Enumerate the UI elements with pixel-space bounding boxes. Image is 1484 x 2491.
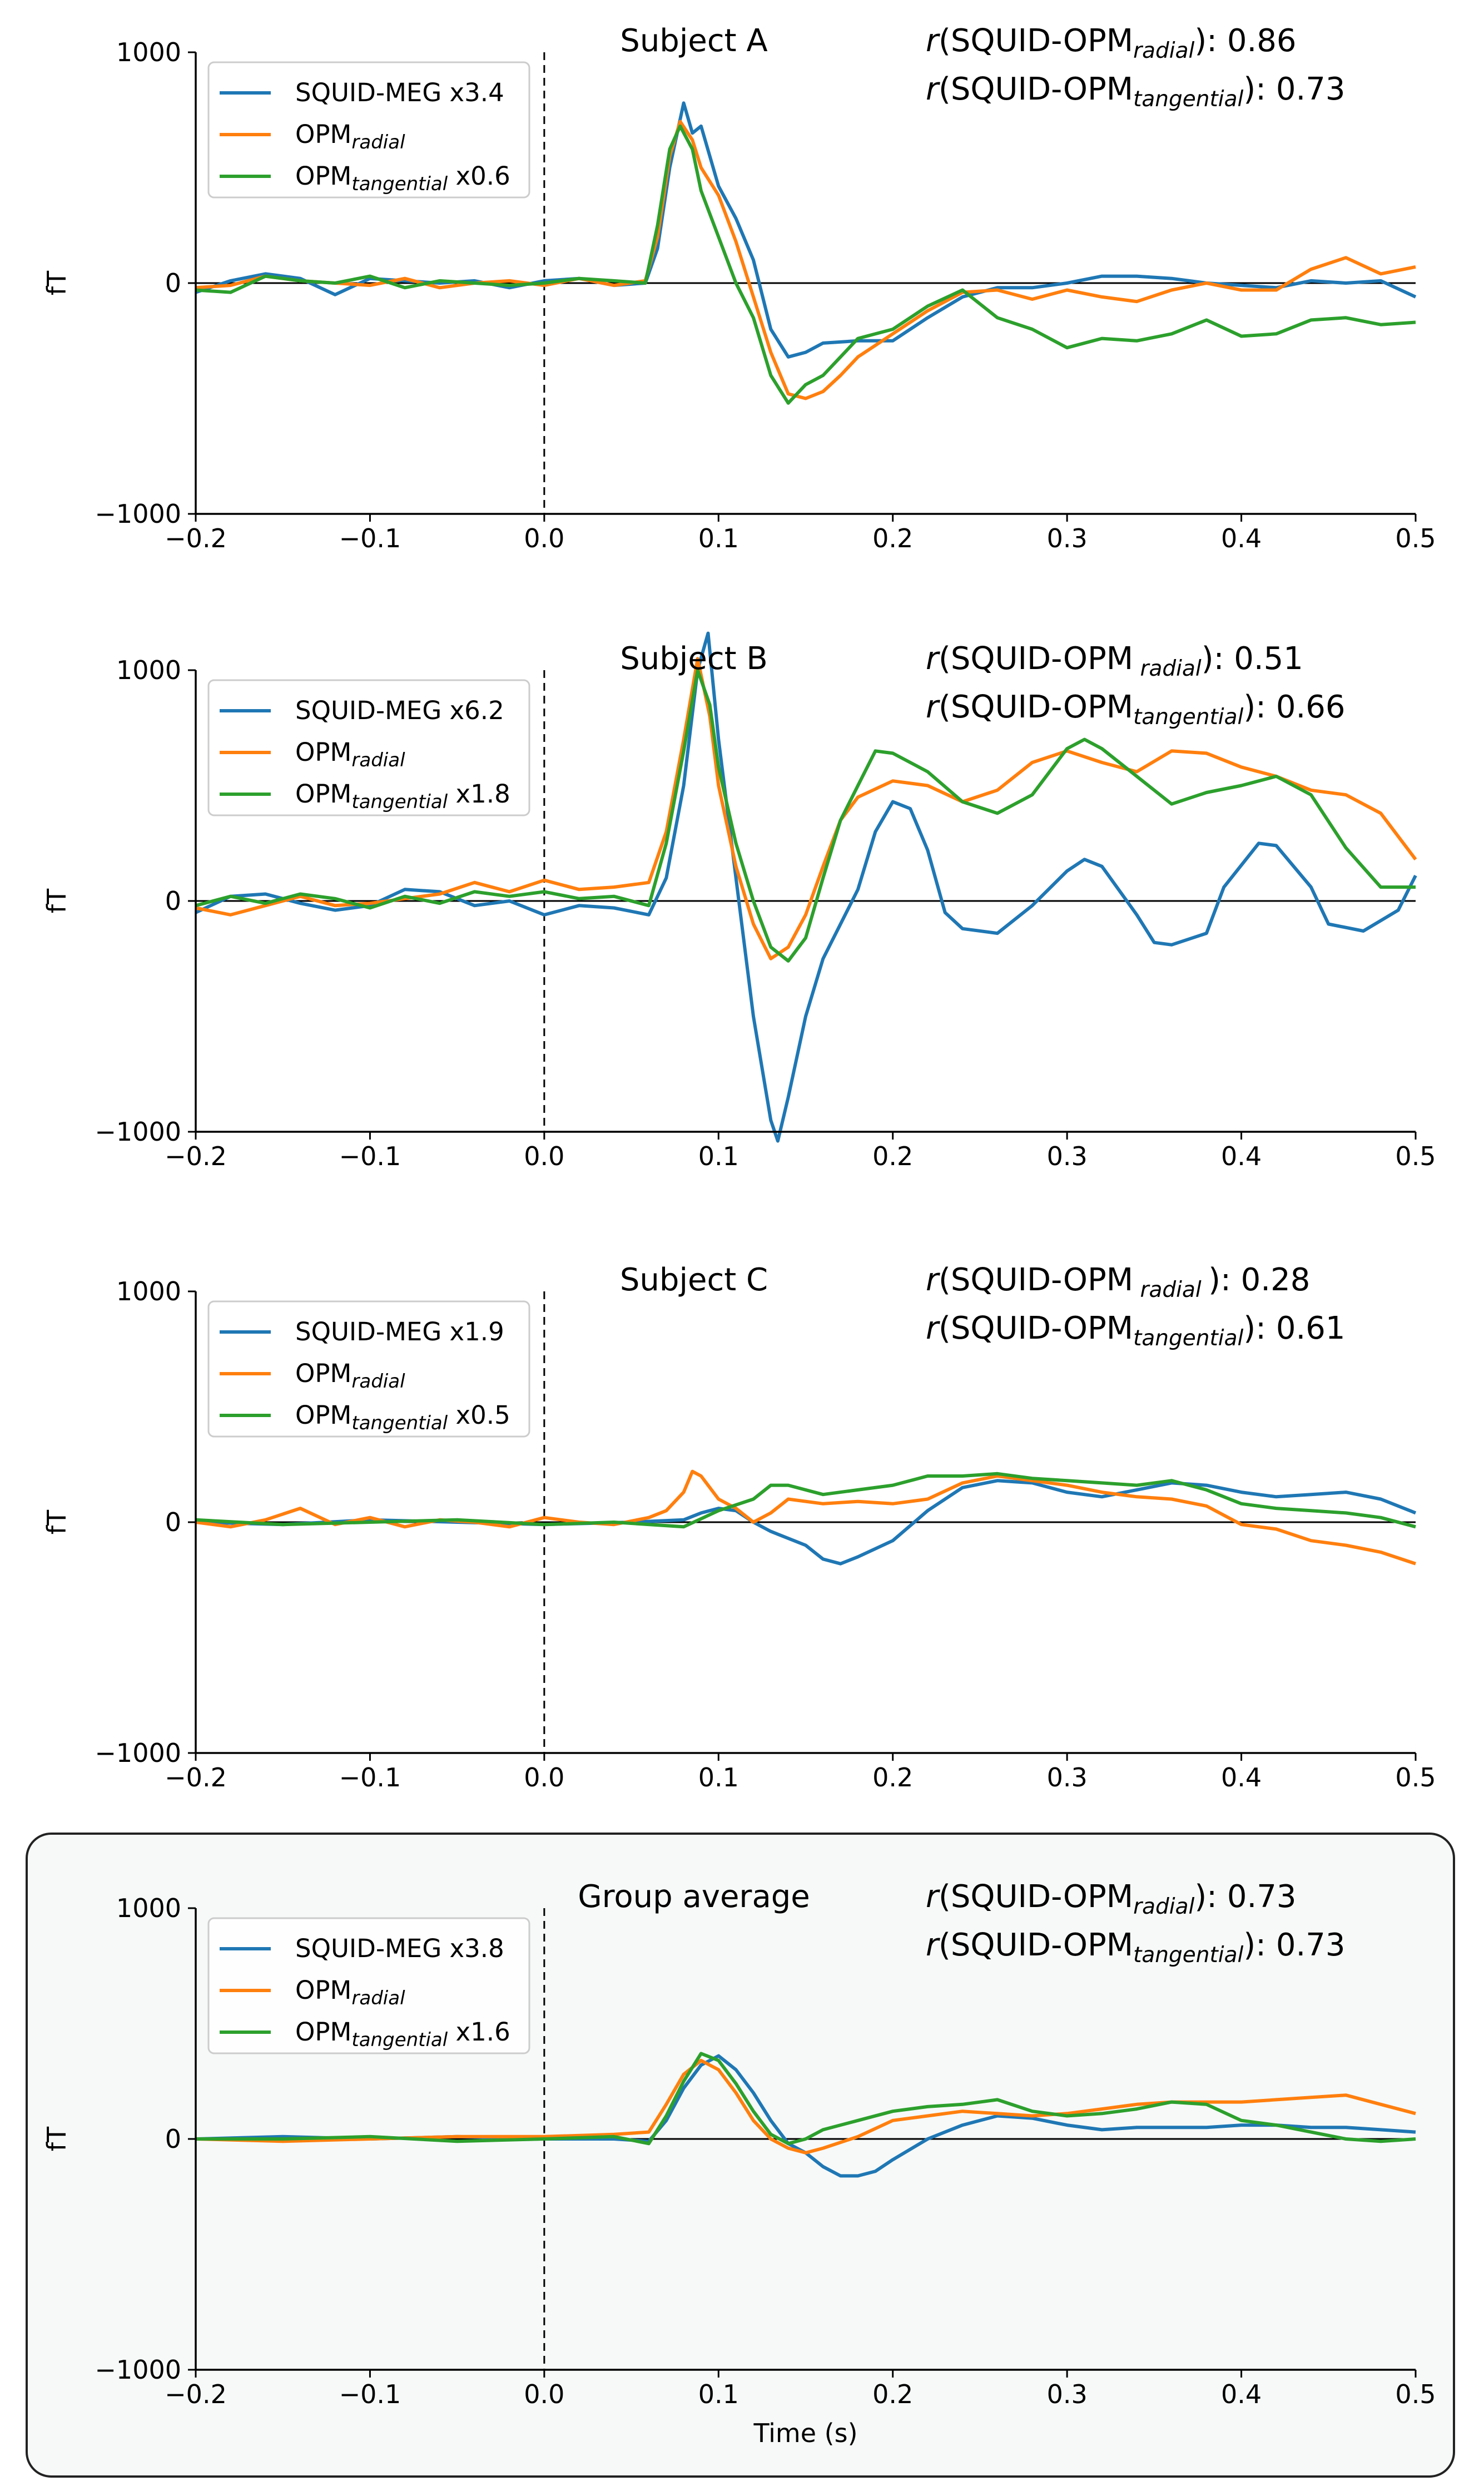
y-tick-label: −1000 [95, 2355, 181, 2385]
legend: SQUID-MEG x1.9 OPMradial OPMtangential x0.… [207, 1300, 530, 1438]
x-tick-label: 0.5 [1395, 2379, 1436, 2409]
x-tick-label: 0.5 [1395, 523, 1436, 553]
series-line-opm-radial [195, 1469, 1416, 1566]
y-axis-label: fT [42, 270, 72, 295]
series-line-opm-radial [195, 120, 1416, 400]
x-tick-label: 0.1 [698, 523, 739, 553]
panel-title: Group average [578, 1879, 810, 1915]
legend-label-opm-radial: OPMradial [295, 1359, 405, 1393]
x-tick-label: 0.2 [872, 1141, 913, 1171]
x-tick-label: 0.1 [698, 1762, 739, 1792]
x-tick-label: 0.1 [698, 2379, 739, 2409]
y-tick-label: −1000 [95, 499, 181, 529]
panel-title: Subject A [620, 23, 767, 59]
series-line-squid-meg [195, 1479, 1417, 1566]
y-tick-label: 0 [165, 268, 181, 298]
y-tick-label: 0 [165, 1507, 181, 1537]
x-tick-label: 0.0 [524, 1141, 564, 1171]
x-tick-label: −0.2 [165, 1762, 227, 1792]
series-line-opm-tangential [195, 668, 1416, 963]
legend-label-squid-meg: SQUID-MEG x1.9 [295, 1317, 504, 1346]
series-line-opm-tangential [196, 2052, 1416, 2146]
legend: SQUID-MEG x3.4 OPMradial OPMtangential x0.… [207, 61, 530, 199]
x-tick-label: 0.5 [1395, 1141, 1436, 1171]
y-tick-label: 1000 [116, 655, 181, 685]
x-tick-label: −0.1 [339, 1762, 401, 1792]
correlation-annotation: r(SQUID-OPMtangential): 0.73 [926, 1927, 1346, 1968]
x-tick-label: −0.1 [339, 2379, 401, 2409]
x-tick-label: 0.3 [1047, 2379, 1088, 2409]
x-tick-label: 0.4 [1221, 1762, 1262, 1792]
x-tick-label: 0.0 [524, 2379, 564, 2409]
panel-title: Subject C [620, 1262, 768, 1298]
y-axis-label: fT [42, 2126, 72, 2151]
legend-label-opm-tangential: OPMtangential x0.6 [295, 161, 510, 195]
correlation-annotation: r(SQUID-OPM radial): 0.51 [926, 641, 1303, 681]
series-line-opm-tangential [195, 1472, 1416, 1529]
legend-label-opm-radial: OPMradial [295, 120, 405, 153]
legend-label-opm-tangential: OPMtangential x1.6 [295, 2017, 510, 2051]
x-tick-label: 0.3 [1047, 1762, 1088, 1792]
legend-label-opm-tangential: OPMtangential x1.8 [295, 779, 510, 813]
legend: SQUID-MEG x3.8 OPMradial OPMtangential x1.… [207, 1917, 530, 2054]
correlation-annotation: r(SQUID-OPMradial): 0.73 [926, 1879, 1297, 1919]
series-line-opm-radial [195, 657, 1417, 960]
legend-label-squid-meg: SQUID-MEG x3.4 [295, 78, 504, 107]
x-tick-label: 0.4 [1221, 2379, 1262, 2409]
legend: SQUID-MEG x6.2 OPMradial OPMtangential x1.… [207, 679, 530, 816]
y-tick-label: 0 [165, 2124, 181, 2154]
x-tick-label: 0.4 [1221, 1141, 1262, 1171]
correlation-annotation: r(SQUID-OPMtangential): 0.73 [926, 71, 1346, 112]
legend-label-opm-radial: OPMradial [295, 737, 405, 771]
y-tick-label: 1000 [116, 1276, 181, 1306]
x-tick-label: 0.0 [524, 1762, 564, 1792]
y-axis-label: fT [42, 888, 72, 913]
legend-box [207, 679, 530, 816]
x-tick-label: −0.2 [165, 1141, 227, 1171]
series-line-squid-meg [195, 631, 1417, 1143]
x-tick-label: 0.2 [872, 2379, 913, 2409]
correlation-annotation: r(SQUID-OPMradial): 0.86 [926, 23, 1297, 63]
panel-title: Subject B [620, 641, 768, 677]
correlation-annotation: r(SQUID-OPM radial ): 0.28 [926, 1262, 1310, 1303]
y-tick-label: −1000 [95, 1738, 181, 1768]
y-axis-label: fT [42, 1509, 72, 1534]
panel-group-average: −0.2 −0.1 0.0 0.1 0.2 0.3 0.4 0.5 1000 0 −1000 fT Ti… [42, 1879, 1436, 2448]
legend-label-squid-meg: SQUID-MEG x6.2 [295, 696, 504, 725]
x-tick-label: 0.1 [698, 1141, 739, 1171]
correlation-annotation: r(SQUID-OPMtangential): 0.66 [926, 689, 1346, 730]
legend-label-squid-meg: SQUID-MEG x3.8 [295, 1934, 504, 1963]
legend-box [207, 61, 530, 199]
legend-label-opm-radial: OPMradial [295, 1975, 405, 2009]
legend-box [207, 1917, 530, 2054]
x-tick-label: 0.5 [1395, 1762, 1436, 1792]
y-tick-label: 1000 [116, 1893, 181, 1923]
x-tick-label: 0.4 [1221, 523, 1262, 553]
series-line-opm-tangential [195, 124, 1416, 405]
x-tick-label: −0.2 [165, 523, 227, 553]
y-tick-label: 1000 [116, 37, 181, 67]
x-tick-label: −0.2 [165, 2379, 227, 2409]
x-tick-label: 0.2 [872, 523, 913, 553]
series-line-opm-radial [195, 2058, 1416, 2155]
x-tick-label: −0.1 [339, 1141, 401, 1171]
series-line-squid-meg [195, 101, 1417, 359]
x-tick-label: −0.1 [339, 523, 401, 553]
correlation-annotation: r(SQUID-OPMtangential): 0.61 [926, 1310, 1346, 1351]
legend-label-opm-tangential: OPMtangential x0.5 [295, 1400, 510, 1434]
x-tick-label: 0.3 [1047, 1141, 1088, 1171]
x-tick-label: 0.2 [872, 1762, 913, 1792]
panel-subject-c: −0.2 −0.1 0.0 0.1 0.2 0.3 0.4 0.5 1000 0 −1000 fT Su… [42, 1262, 1436, 1792]
panel-subject-b: −0.2 −0.1 0.0 0.1 0.2 0.3 0.4 0.5 1000 0 −1000 fT Su… [42, 631, 1436, 1171]
legend-box [207, 1300, 530, 1438]
y-tick-label: −1000 [95, 1117, 181, 1147]
x-axis-label: Time (s) [753, 2418, 857, 2448]
panel-subject-a: −0.2 −0.1 0.0 0.1 0.2 0.3 0.4 0.5 1000 0 −1000 fT Su… [42, 23, 1436, 553]
x-tick-label: 0.0 [524, 523, 564, 553]
x-tick-label: 0.3 [1047, 523, 1088, 553]
y-tick-label: 0 [165, 886, 181, 916]
